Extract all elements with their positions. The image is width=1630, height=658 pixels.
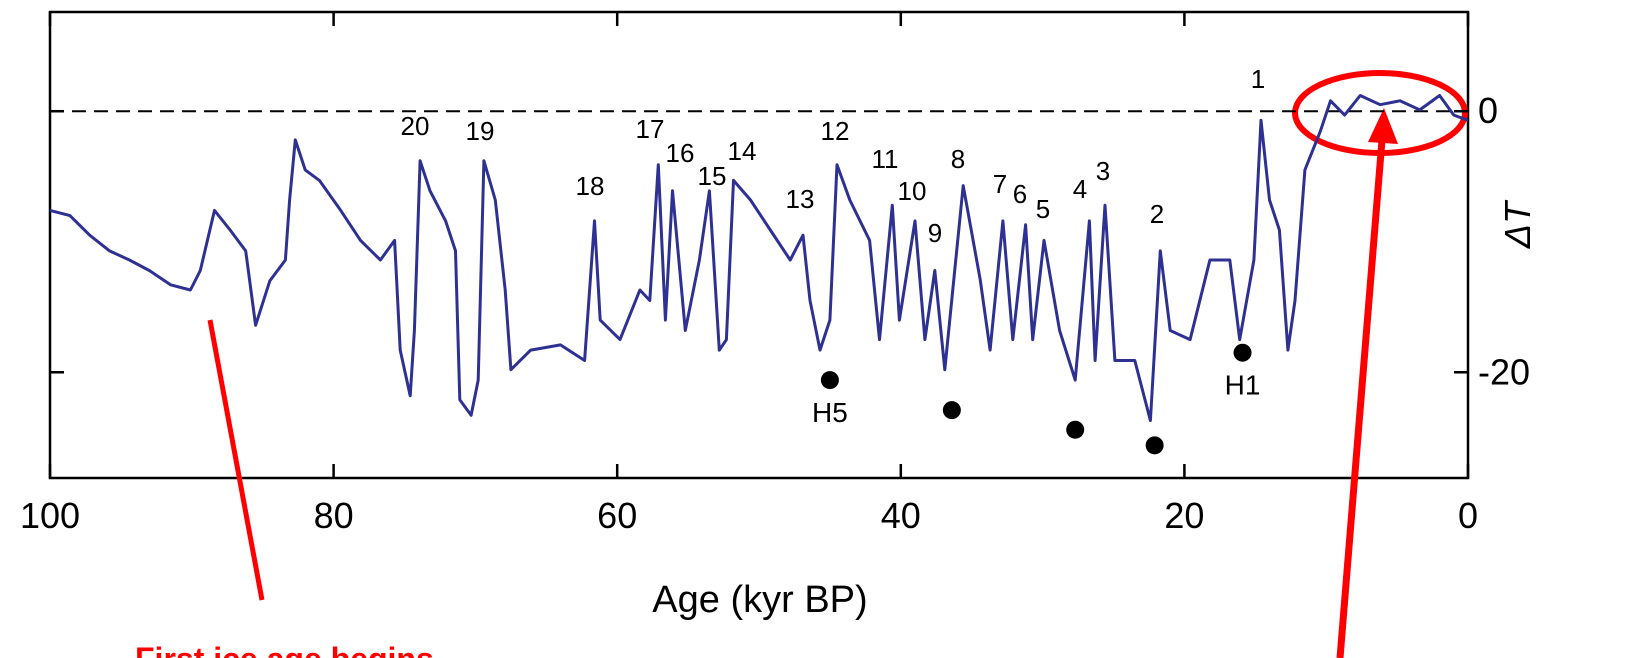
x-tick-label: 80 [314,495,354,536]
event-label: 9 [928,218,942,248]
x-tick-label: 20 [1164,495,1204,536]
x-tick-label: 100 [20,495,80,536]
event-label: 7 [993,169,1007,199]
plot-frame [48,10,1470,480]
x-axis-label: Age (kyr BP) [652,579,867,621]
heinrich-marker [1066,420,1085,439]
event-label: 2 [1150,199,1164,229]
x-tick-label: 60 [597,495,637,536]
x-tick-label: 40 [881,495,921,536]
heinrich-marker [942,401,961,420]
event-label: 8 [951,144,965,174]
event-label: 3 [1096,156,1110,186]
red-arrow [1336,139,1386,658]
event-label: 4 [1073,174,1087,204]
event-label: 5 [1036,194,1050,224]
event-label: 16 [666,138,695,168]
event-label: 15 [698,161,727,191]
heinrich-marker [1145,436,1164,455]
x-tick-label: 0 [1458,495,1478,536]
heinrich-label: H5 [812,397,848,428]
y-axis-label: ΔT [1497,199,1538,249]
temperature-line [49,94,1469,423]
event-label: 11 [872,144,899,174]
event-label: 13 [786,184,815,214]
y-tick-label: 0 [1478,90,1498,131]
heinrich-marker [820,371,839,390]
event-label: 19 [466,116,495,146]
red-arrow-head [1368,108,1398,144]
event-label: 10 [898,176,927,206]
y-tick-label: -20 [1478,351,1530,392]
event-label: 17 [636,114,665,144]
event-label: 1 [1251,64,1265,94]
annotation-text: First ice age begins [135,641,434,658]
event-label: 20 [401,111,430,141]
heinrich-label: H1 [1225,370,1261,401]
event-label: 12 [821,116,850,146]
red-pointer-line [207,319,265,601]
event-label: 18 [576,171,605,201]
event-label: 6 [1013,179,1027,209]
heinrich-marker [1233,343,1252,362]
event-label: 14 [728,136,757,166]
